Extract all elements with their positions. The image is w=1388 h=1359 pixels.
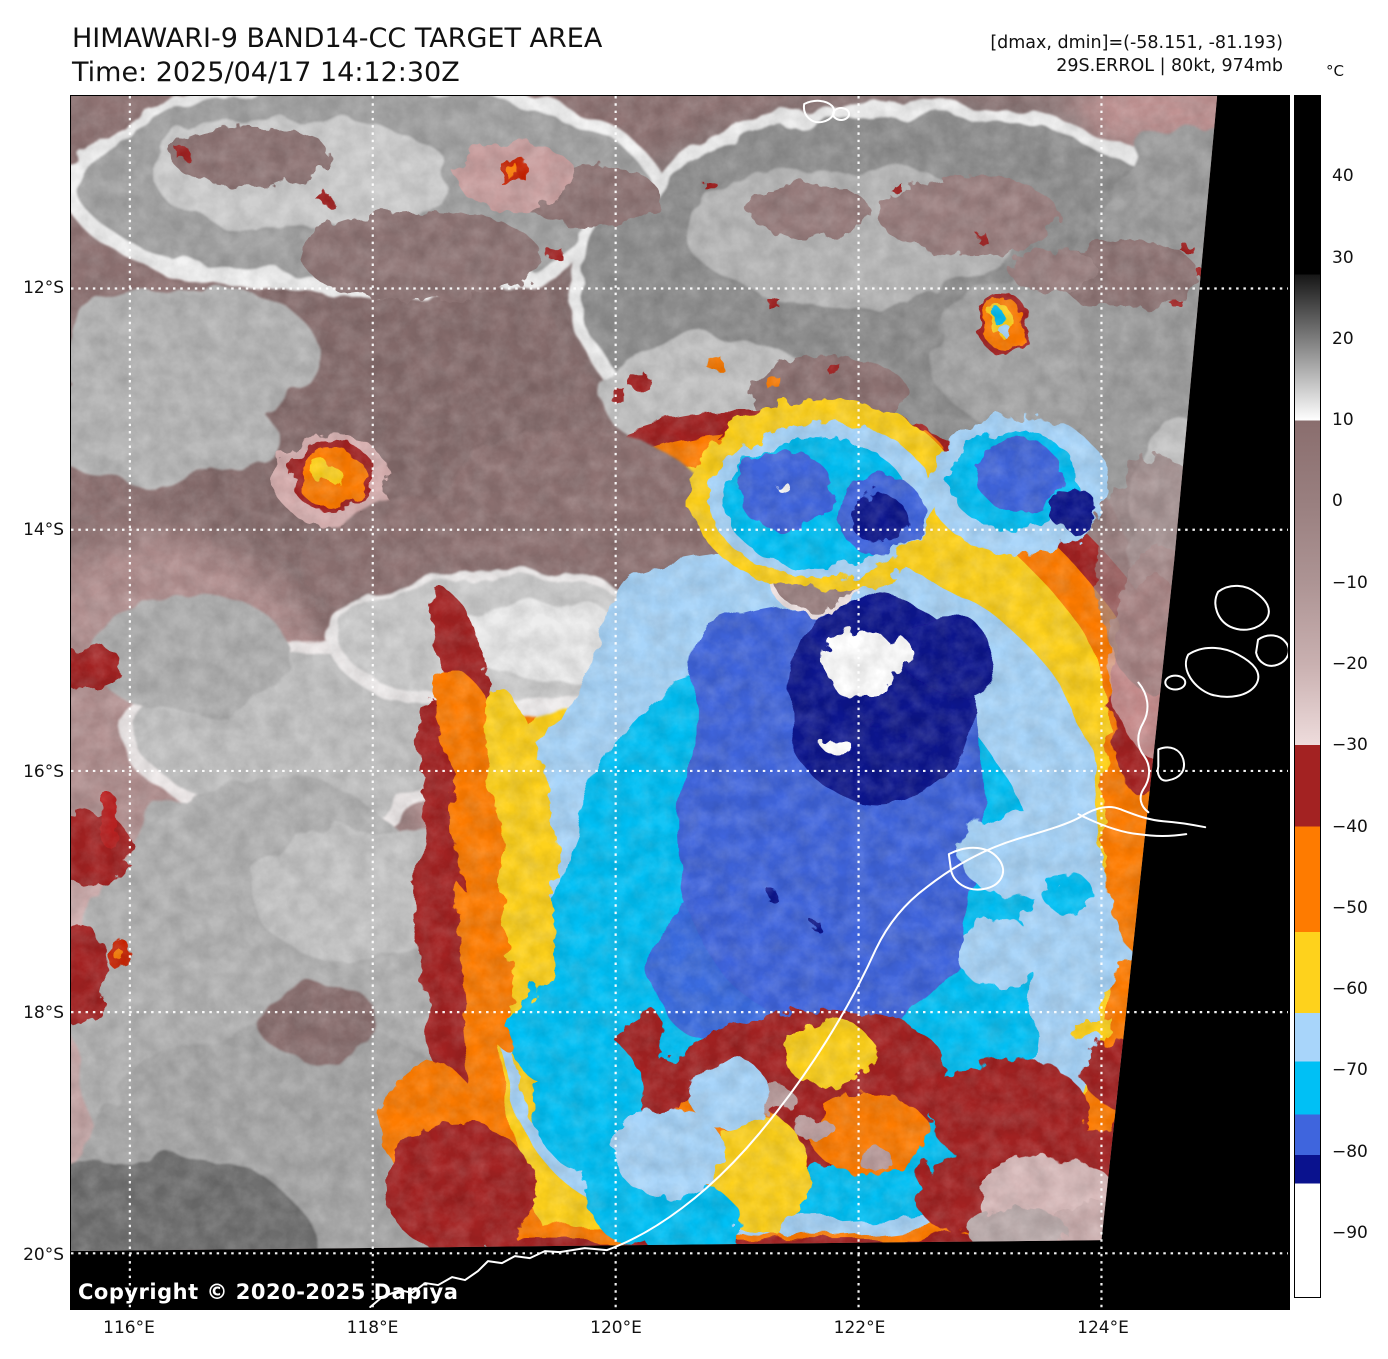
dmax-dmin-text: [dmax, dmin]=(-58.151, -81.193) [990,33,1283,53]
timestamp-line: Time: 2025/04/17 14:12:30Z [72,57,460,88]
colorbar-unit-label: °C [1326,62,1344,80]
colorbar-tick-label: 40 [1332,166,1354,187]
y-tick-label: 18°S [23,1003,64,1024]
colorbar-tick-label: −30 [1332,735,1368,756]
colorbar-tick-label: 20 [1332,328,1354,349]
satellite-map-frame [70,95,1290,1310]
y-tick-label: 20°S [23,1245,64,1266]
colorbar-tick-label: 30 [1332,247,1354,268]
page-title: HIMAWARI-9 BAND14-CC TARGET AREA [72,23,603,54]
colorbar-tick-label: −70 [1332,1060,1368,1081]
colorbar-tick-label: −60 [1332,979,1368,1000]
colorbar-tick-label: 0 [1332,491,1343,512]
x-tick-label: 116°E [103,1318,155,1338]
satellite-data-region [71,96,1218,1252]
x-tick-label: 120°E [590,1318,642,1338]
y-tick-label: 16°S [23,761,64,782]
y-tick-label: 12°S [23,278,64,298]
colorbar-tick-label: −40 [1332,816,1368,837]
x-tick-label: 118°E [346,1318,399,1338]
coastline [369,99,1288,1308]
colorbar-tick-label: −80 [1332,1141,1368,1162]
copyright-text: Copyright © 2020-2025 Dapiya [78,1280,459,1304]
x-tick-label: 122°E [833,1318,886,1338]
graticule-gridlines [71,96,1288,1308]
colorbar-tick-label: −20 [1332,653,1368,674]
colorbar-tick-label: −90 [1332,1222,1368,1243]
colorbar-tick-label: −10 [1332,572,1368,593]
y-tick-label: 14°S [23,519,64,540]
storm-intensity-text: 29S.ERROL | 80kt, 974mb [1056,56,1283,76]
satellite-map [71,96,1288,1308]
colorbar-tick-label: −50 [1332,897,1368,918]
storm-annotation: [dmax, dmin]=(-58.151, -81.193) 29S.ERRO… [990,32,1283,78]
colorbar-tick-label: 10 [1332,410,1354,431]
temperature-colorbar [1294,95,1321,1298]
x-tick-label: 124°E [1077,1318,1129,1338]
